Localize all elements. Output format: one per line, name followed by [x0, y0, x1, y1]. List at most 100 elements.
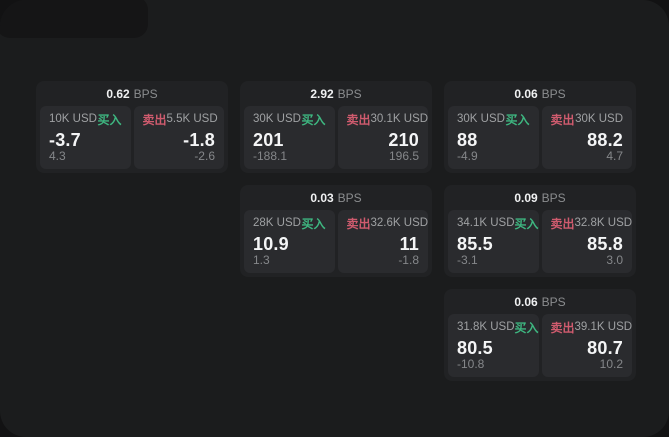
- buy-tile-header: 30K USD 买入: [457, 114, 530, 126]
- buy-sub-value: 4.3: [49, 149, 66, 163]
- bps-unit-label: BPS: [541, 294, 566, 309]
- buy-size-label: 31.8K USD: [457, 321, 515, 334]
- sell-size-label: 30K USD: [575, 113, 623, 126]
- sell-tile-header: 卖出 30.1K USD: [346, 113, 429, 127]
- card-bps-header: 0.06 BPS: [444, 81, 636, 106]
- card-body: 31.8K USD 买入 80.5 -10.8 卖出 39.1K USD 80.…: [444, 314, 636, 381]
- card-body: 34.1K USD 买入 85.5 -3.1 卖出 32.8K USD 85.8…: [444, 210, 636, 277]
- sell-quote-tile[interactable]: 卖出 32.8K USD 85.8 3.0: [541, 210, 633, 273]
- buy-size-label: 30K USD: [457, 113, 505, 126]
- sell-sub-value: 196.5: [388, 149, 419, 163]
- bps-unit-label: BPS: [337, 190, 362, 205]
- bps-value: 0.03: [310, 190, 334, 205]
- buy-quote-tile[interactable]: 34.1K USD 买入 85.5 -3.1: [448, 210, 539, 273]
- sell-price-value: 11: [399, 234, 419, 254]
- sell-quote-tile[interactable]: 卖出 30K USD 88.2 4.7: [541, 106, 632, 169]
- card-body: 30K USD 买入 88 -4.9 卖出 30K USD 88.2 4.7: [444, 106, 636, 173]
- quote-card: 0.09 BPS 34.1K USD 买入 85.5 -3.1 卖出 32.8K…: [444, 185, 636, 277]
- sell-tile-header: 卖出 39.1K USD: [550, 321, 633, 335]
- buy-quote-tile[interactable]: 31.8K USD 买入 80.5 -10.8: [448, 314, 539, 377]
- buy-tag: 买入: [514, 321, 539, 335]
- bps-unit-label: BPS: [541, 86, 566, 101]
- sell-tile-header: 卖出 30K USD: [551, 114, 624, 126]
- sell-sub-value: 3.0: [606, 253, 623, 267]
- bps-value: 2.92: [310, 86, 334, 101]
- sell-price-value: -1.8: [183, 130, 215, 150]
- buy-size-label: 10K USD: [49, 113, 97, 126]
- buy-tag: 买入: [301, 113, 326, 127]
- sell-quote-tile[interactable]: 卖出 32.6K USD 11 -1.8: [337, 210, 429, 273]
- buy-tag: 买入: [505, 113, 530, 127]
- buy-tile-header: 31.8K USD 买入: [457, 321, 539, 334]
- sell-sub-value: 10.2: [599, 357, 623, 371]
- buy-price-value: 85.5: [457, 234, 493, 254]
- buy-quote-tile[interactable]: 30K USD 买入 201 -188.1: [244, 106, 335, 169]
- sell-tag: 卖出: [550, 321, 575, 335]
- sell-quote-tile[interactable]: 卖出 30.1K USD 210 196.5: [337, 106, 429, 169]
- sell-tile-header: 卖出 32.6K USD: [346, 217, 429, 231]
- sell-quote-tile[interactable]: 卖出 5.5K USD -1.8 -2.6: [133, 106, 224, 169]
- buy-quote-tile[interactable]: 28K USD 买入 10.9 1.3: [244, 210, 335, 273]
- buy-tile-header: 28K USD 买入: [253, 218, 326, 230]
- buy-tag: 买入: [301, 217, 326, 231]
- sell-size-label: 30.1K USD: [370, 113, 429, 126]
- sell-tag: 卖出: [346, 217, 371, 231]
- sell-tag: 卖出: [346, 113, 371, 127]
- quote-card: 0.06 BPS 31.8K USD 买入 80.5 -10.8 卖出 39.1…: [444, 289, 636, 381]
- card-bps-header: 0.06 BPS: [444, 289, 636, 314]
- top-left-corner-overlay: [0, 0, 148, 38]
- sell-tag: 卖出: [550, 113, 575, 127]
- buy-tag: 买入: [514, 217, 539, 231]
- card-body: 10K USD 买入 -3.7 4.3 卖出 5.5K USD -1.8 -2.…: [36, 106, 228, 173]
- buy-tag: 买入: [97, 113, 122, 127]
- sell-tag: 卖出: [142, 113, 167, 127]
- buy-quote-tile[interactable]: 30K USD 买入 88 -4.9: [448, 106, 539, 169]
- bps-value: 0.06: [514, 86, 538, 101]
- bps-unit-label: BPS: [337, 86, 362, 101]
- sell-price-value: 85.8: [587, 234, 623, 254]
- buy-price-value: 88: [457, 130, 478, 150]
- quote-card: 0.06 BPS 30K USD 买入 88 -4.9 卖出 30K USD 8…: [444, 81, 636, 173]
- quote-card: 0.03 BPS 28K USD 买入 10.9 1.3 卖出 32.6K US…: [240, 185, 432, 277]
- sell-sub-value: 4.7: [606, 149, 623, 163]
- sell-quote-tile[interactable]: 卖出 39.1K USD 80.7 10.2: [541, 314, 633, 377]
- sell-size-label: 32.8K USD: [574, 217, 633, 230]
- buy-tile-header: 34.1K USD 买入: [457, 217, 539, 230]
- bps-value: 0.62: [106, 86, 130, 101]
- buy-tile-header: 30K USD 买入: [253, 114, 326, 126]
- sell-tag: 卖出: [550, 217, 575, 231]
- sell-price-value: 210: [388, 130, 419, 150]
- buy-sub-value: -4.9: [457, 149, 478, 163]
- buy-price-value: 80.5: [457, 338, 493, 358]
- bps-value: 0.09: [514, 190, 538, 205]
- buy-price-value: 201: [253, 130, 284, 150]
- card-body: 28K USD 买入 10.9 1.3 卖出 32.6K USD 11 -1.8: [240, 210, 432, 277]
- quote-card: 2.92 BPS 30K USD 买入 201 -188.1 卖出 30.1K …: [240, 81, 432, 173]
- sell-sub-value: -2.6: [194, 149, 215, 163]
- sell-size-label: 32.6K USD: [370, 217, 429, 230]
- buy-price-value: -3.7: [49, 130, 81, 150]
- card-bps-header: 2.92 BPS: [240, 81, 432, 106]
- buy-size-label: 28K USD: [253, 217, 301, 230]
- bps-value: 0.06: [514, 294, 538, 309]
- sell-tile-header: 卖出 5.5K USD: [142, 113, 218, 127]
- card-bps-header: 0.62 BPS: [36, 81, 228, 106]
- quote-card: 0.62 BPS 10K USD 买入 -3.7 4.3 卖出 5.5K USD…: [36, 81, 228, 173]
- bps-unit-label: BPS: [541, 190, 566, 205]
- card-body: 30K USD 买入 201 -188.1 卖出 30.1K USD 210 1…: [240, 106, 432, 173]
- buy-quote-tile[interactable]: 10K USD 买入 -3.7 4.3: [40, 106, 131, 169]
- sell-size-label: 39.1K USD: [574, 321, 633, 334]
- buy-size-label: 34.1K USD: [457, 217, 515, 230]
- sell-sub-value: -1.8: [398, 253, 419, 267]
- sell-tile-header: 卖出 32.8K USD: [550, 217, 633, 231]
- buy-price-value: 10.9: [253, 234, 289, 254]
- buy-sub-value: -10.8: [457, 357, 485, 371]
- card-bps-header: 0.03 BPS: [240, 185, 432, 210]
- bps-unit-label: BPS: [133, 86, 158, 101]
- buy-sub-value: -3.1: [457, 253, 478, 267]
- buy-tile-header: 10K USD 买入: [49, 114, 122, 126]
- card-bps-header: 0.09 BPS: [444, 185, 636, 210]
- sell-price-value: 88.2: [587, 130, 623, 150]
